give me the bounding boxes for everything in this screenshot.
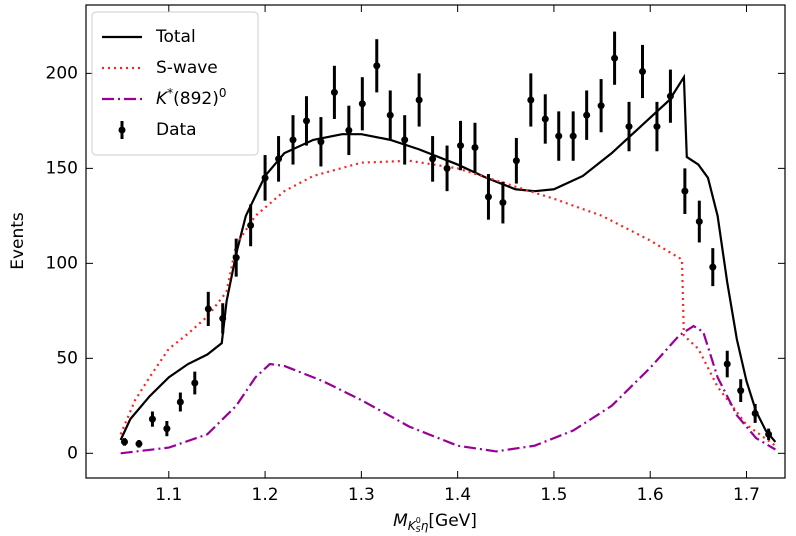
data-point xyxy=(695,218,703,226)
data-point xyxy=(597,102,605,110)
y-tick-label: 0 xyxy=(67,443,78,463)
legend-label-part: 0 xyxy=(219,86,227,100)
data-point xyxy=(135,440,143,448)
data-point xyxy=(232,254,240,262)
data-point xyxy=(653,123,661,131)
data-point xyxy=(484,193,492,201)
x-tick-label: 1.7 xyxy=(733,485,760,505)
data-point xyxy=(512,157,520,165)
data-point xyxy=(429,155,437,163)
x-label-part: [GeV] xyxy=(428,511,477,531)
legend-label: Total xyxy=(155,27,196,47)
x-axis-label: MKS0η[GeV] xyxy=(393,511,477,534)
data-point xyxy=(204,305,212,313)
legend-label: K*(892)0 xyxy=(156,86,227,110)
data-point xyxy=(176,398,184,406)
data-point xyxy=(666,92,674,100)
x-label-part: M xyxy=(393,511,408,531)
data-point xyxy=(219,314,227,322)
data-point xyxy=(723,360,731,368)
x-label-part: S xyxy=(416,525,421,534)
x-tick-label: 1.3 xyxy=(348,485,375,505)
data-point xyxy=(401,136,409,144)
data-point xyxy=(345,126,353,134)
y-tick-label: 100 xyxy=(46,253,78,273)
legend-label-part: Total xyxy=(155,27,196,47)
y-tick-label: 150 xyxy=(46,158,78,178)
x-tick-label: 1.1 xyxy=(155,485,182,505)
data-point xyxy=(709,263,717,271)
y-tick-label: 200 xyxy=(46,63,78,83)
legend-box xyxy=(91,11,259,156)
data-point xyxy=(751,409,759,417)
data-point xyxy=(639,67,647,75)
y-axis-label: Events xyxy=(8,212,28,270)
x-tick-label: 1.6 xyxy=(637,485,664,505)
legend-label-part: S-wave xyxy=(156,58,218,78)
data-point xyxy=(317,138,325,146)
data-point xyxy=(330,88,338,96)
data-point xyxy=(358,100,366,108)
data-point xyxy=(457,142,465,150)
x-tick-label: 1.5 xyxy=(540,485,567,505)
legend-label-part: * xyxy=(167,86,173,100)
data-point xyxy=(625,123,633,131)
data-point xyxy=(386,111,394,119)
data-point xyxy=(302,117,310,125)
data-point xyxy=(163,425,171,433)
x-label-part: K xyxy=(408,519,417,533)
plot-frame xyxy=(85,4,786,479)
data-point xyxy=(499,199,507,207)
series-line xyxy=(120,324,776,455)
data-point xyxy=(289,136,297,144)
data-point xyxy=(415,96,423,104)
data-point xyxy=(681,187,689,195)
legend-label-part: (892) xyxy=(173,89,219,109)
x-tick-label: 1.2 xyxy=(252,485,279,505)
legend-label-part: K xyxy=(156,89,169,109)
data-point xyxy=(569,132,577,140)
data-point xyxy=(527,96,535,104)
x-label-part: 0 xyxy=(416,516,421,525)
x-tick-label: 1.4 xyxy=(444,485,471,505)
data-point xyxy=(765,430,773,438)
data-point xyxy=(247,221,255,229)
y-tick-label: 50 xyxy=(56,348,78,368)
series-line xyxy=(119,159,777,447)
data-point xyxy=(555,132,563,140)
data-point xyxy=(373,62,381,70)
x-label-part: η xyxy=(421,519,429,533)
data-point xyxy=(275,155,283,163)
data-point xyxy=(261,174,269,182)
legend-marker xyxy=(118,126,126,134)
data-point xyxy=(443,164,451,172)
data-point xyxy=(541,115,549,123)
data-point xyxy=(611,54,619,62)
legend-label: Data xyxy=(156,120,197,140)
data-point xyxy=(737,387,745,395)
legend-label: S-wave xyxy=(156,58,218,78)
data-point xyxy=(471,143,479,151)
data-point xyxy=(148,415,156,423)
data-point xyxy=(191,379,199,387)
data-point xyxy=(583,111,591,119)
data-point xyxy=(121,438,129,446)
legend-label-part: Data xyxy=(156,120,197,140)
